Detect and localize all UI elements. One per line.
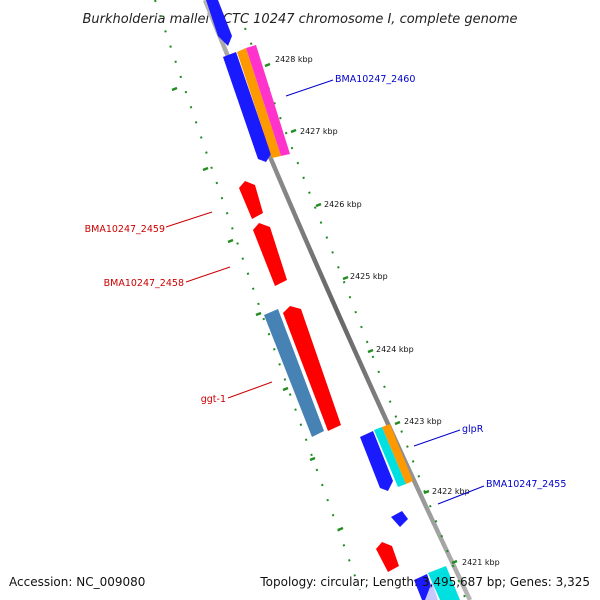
tick-mark [423,489,430,495]
inner-tick-mark [282,386,289,392]
gene-label-bma10247-2455: BMA10247_2455 [486,479,566,490]
gene-glpr-forward [360,431,393,491]
leader-ggt1 [227,381,273,399]
inner-tick-mark [171,86,178,92]
leader-bma10247-2458 [185,266,231,283]
outer-tick-ring [244,27,467,600]
tick-label: 2426 kbp [324,200,362,209]
gene-bma10247-2460-forward [223,52,271,162]
leader-bma10247-2455 [437,485,485,505]
tick-label: 2422 kbp [432,487,470,496]
cds-orange [382,424,413,484]
tick-label: 2428 kbp [275,55,313,64]
cds-orange [237,48,281,158]
tick-label: 2421 kbp [462,558,500,567]
cds-lavender [425,582,438,600]
gene-ggt1-reverse [283,306,341,431]
leader-glpr [413,429,461,447]
inner-tick-mark [309,456,316,462]
map-title: Burkholderia mallei NCTC 10247 chromosom… [82,12,517,27]
gene-label-bma10247-2458: BMA10247_2458 [104,278,184,289]
tick-label: 2427 kbp [300,127,338,136]
leader-bma10247-2460 [285,79,334,97]
gene-reverse [376,542,399,572]
cds-magenta [246,45,290,156]
tick-mark [290,128,297,134]
inner-tick-mark [202,166,209,172]
inner-tick-mark [337,526,344,532]
gene-ggt1-steelblue [264,309,324,437]
tick-mark [367,348,374,354]
cds-cyan [374,427,406,487]
gene-forward-small [391,511,408,527]
gene-forward [206,0,232,46]
tick-marks [264,62,458,565]
accession-text: Accession: NC_009080 [9,575,145,589]
gene-label-ggt1: ggt-1 [201,394,226,405]
tick-label: 2424 kbp [376,345,414,354]
gene-label-glpr: glpR [462,424,484,435]
cds-cyan [428,566,460,600]
gene-label-bma10247-2460: BMA10247_2460 [335,74,415,85]
tick-mark [342,275,349,281]
tick-mark [315,202,322,208]
summary-text: Topology: circular; Length: 3,495,687 bp… [259,575,590,589]
leader-bma10247-2459 [165,211,213,228]
tick-label: 2423 kbp [404,417,442,426]
inner-tick-mark [227,238,234,244]
tick-mark [451,559,458,565]
tick-mark [394,420,401,426]
gene-bma10247-2458-reverse [253,223,287,286]
inner-tick-mark [255,311,262,317]
inner-tick-marks [171,86,344,532]
tick-label: 2425 kbp [350,272,388,281]
tick-mark [264,62,271,68]
gene-bma10247-2459-reverse [239,181,263,219]
gene-label-bma10247-2459: BMA10247_2459 [85,224,165,235]
